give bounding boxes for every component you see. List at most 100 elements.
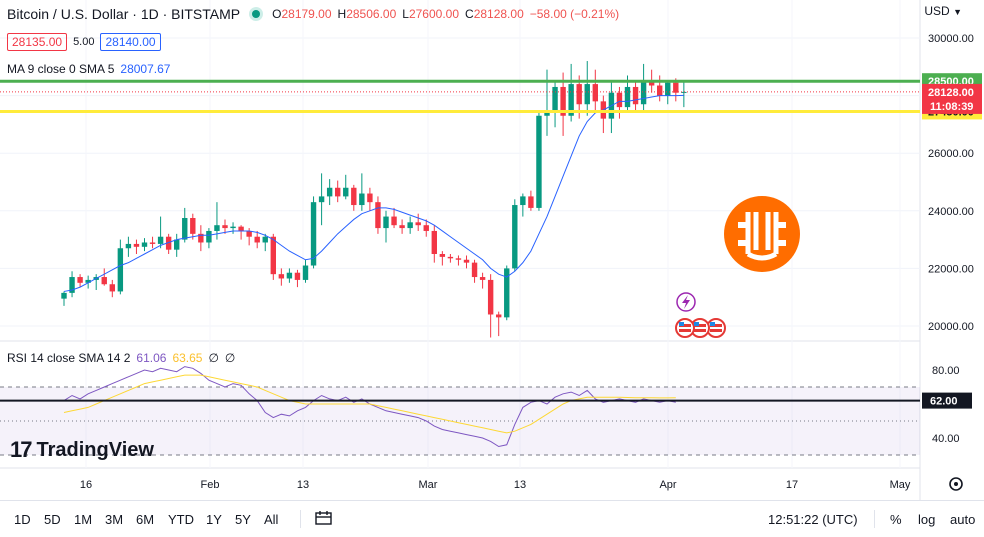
candle-body bbox=[576, 84, 582, 105]
range-6m-button[interactable]: 6M bbox=[136, 512, 155, 527]
candle-body bbox=[528, 196, 534, 208]
candle-body bbox=[157, 236, 164, 244]
candle-body bbox=[383, 216, 389, 229]
candle-body bbox=[463, 259, 470, 263]
toolbar-divider bbox=[874, 510, 875, 528]
chart-canvas[interactable]: 30000.0028000.0026000.0024000.0022000.00… bbox=[0, 0, 984, 500]
candle-body bbox=[326, 187, 333, 197]
candle-body bbox=[423, 225, 429, 231]
settings-gear-icon[interactable] bbox=[949, 477, 963, 491]
candle-body bbox=[447, 256, 454, 259]
candle-body bbox=[85, 279, 91, 283]
range-1m-button[interactable]: 1M bbox=[74, 512, 93, 527]
rsi-extra-2: ∅ bbox=[224, 351, 236, 365]
candle-body bbox=[359, 193, 365, 206]
candle-body bbox=[391, 216, 397, 226]
market-open-dot-icon bbox=[252, 10, 261, 18]
candle-body bbox=[117, 248, 124, 292]
candle-body bbox=[165, 236, 172, 250]
ma-legend[interactable]: MA 9 close 0 SMA 5 28007.67 bbox=[7, 62, 170, 76]
range-1y-button[interactable]: 1Y bbox=[206, 512, 222, 527]
candle-body bbox=[496, 314, 502, 318]
grid-layer bbox=[0, 0, 921, 500]
candle-body bbox=[294, 272, 301, 280]
candle-body bbox=[69, 277, 75, 293]
candle-body bbox=[439, 254, 446, 257]
price-tick-label: 26000.00 bbox=[928, 148, 974, 160]
candle-body bbox=[262, 236, 268, 243]
candle-body bbox=[632, 86, 639, 105]
time-tick-label: Mar bbox=[419, 479, 438, 491]
us-flag-events-icon[interactable] bbox=[675, 318, 726, 338]
ma-label: MA 9 close 0 SMA 5 bbox=[7, 62, 115, 76]
candle-body bbox=[206, 230, 212, 243]
range-5d-button[interactable]: 5D bbox=[44, 512, 61, 527]
candle-body bbox=[278, 274, 285, 279]
candle-body bbox=[310, 202, 317, 266]
lightning-event-icon[interactable] bbox=[676, 292, 696, 312]
tradingview-logo[interactable]: 17 TradingView bbox=[10, 437, 154, 463]
candle-body bbox=[665, 82, 671, 96]
rsi-legend[interactable]: RSI 14 close SMA 14 2 61.06 63.65 ∅ ∅ bbox=[7, 351, 235, 365]
candle-body bbox=[657, 85, 663, 96]
percent-scale-button[interactable]: % bbox=[890, 512, 902, 527]
time-tick-label: 13 bbox=[297, 479, 309, 491]
candle-body bbox=[471, 262, 478, 278]
bid-price-button[interactable]: 28135.00 bbox=[7, 33, 68, 51]
time-tick-label: Apr bbox=[659, 479, 676, 491]
range-3m-button[interactable]: 3M bbox=[105, 512, 124, 527]
sma-line bbox=[63, 94, 684, 292]
candle-body bbox=[407, 222, 413, 229]
auto-scale-button[interactable]: auto bbox=[950, 512, 976, 527]
rsi-label: RSI 14 close SMA 14 2 bbox=[7, 351, 131, 365]
bottom-toolbar: 1D 5D 1M 3M 6M YTD 1Y 5Y All 12:51:22 (U… bbox=[0, 500, 984, 537]
rsi-line-tag bbox=[922, 392, 972, 409]
open-value: 28179.00 bbox=[281, 7, 332, 21]
candle-body bbox=[254, 236, 260, 243]
ma-value: 28007.67 bbox=[120, 62, 171, 76]
ask-price-button[interactable]: 28140.00 bbox=[100, 33, 161, 51]
candle-body bbox=[568, 84, 574, 116]
candle-body bbox=[592, 84, 598, 102]
range-ytd-button[interactable]: YTD bbox=[168, 512, 194, 527]
candle-body bbox=[343, 187, 349, 197]
time-tick-label: 16 bbox=[80, 479, 92, 491]
price-tick-label: 30000.00 bbox=[928, 33, 974, 45]
candle-body bbox=[351, 187, 357, 206]
candle-body bbox=[504, 268, 510, 318]
candle-body bbox=[238, 226, 244, 231]
candle-body bbox=[61, 292, 67, 299]
candle-body bbox=[318, 196, 325, 203]
toolbar-divider bbox=[300, 510, 301, 528]
candle-body bbox=[520, 196, 526, 206]
rsi-tick-label: 80.00 bbox=[932, 365, 960, 377]
candle-body bbox=[624, 86, 631, 108]
price-pane bbox=[0, 61, 920, 338]
range-5y-button[interactable]: 5Y bbox=[235, 512, 251, 527]
candle-body bbox=[479, 277, 486, 280]
candle-body bbox=[512, 205, 518, 269]
time-tick-label: Feb bbox=[201, 479, 220, 491]
candle-body bbox=[640, 81, 647, 105]
time-tick-label: May bbox=[890, 479, 911, 491]
candle-body bbox=[141, 242, 148, 247]
candle-body bbox=[616, 92, 623, 108]
candle-body bbox=[415, 222, 421, 226]
utc-time[interactable]: 12:51:22 (UTC) bbox=[768, 512, 858, 527]
symbol-title[interactable]: Bitcoin / U.S. Dollar · 1D · BITSTAMP bbox=[7, 6, 241, 22]
range-1d-button[interactable]: 1D bbox=[14, 512, 31, 527]
range-all-button[interactable]: All bbox=[264, 512, 279, 527]
x-axis: 16 Feb 13 Mar 13 Apr 17 May bbox=[80, 479, 911, 491]
time-tick-label: 13 bbox=[514, 479, 526, 491]
tradingview-logo-text: TradingView bbox=[36, 438, 154, 461]
log-scale-button[interactable]: log bbox=[918, 512, 936, 527]
candle-body bbox=[149, 242, 156, 244]
date-range-calendar-icon[interactable] bbox=[315, 510, 333, 531]
candle-body bbox=[77, 277, 83, 283]
rsi-value: 61.06 bbox=[136, 351, 167, 365]
candle-body bbox=[560, 86, 566, 116]
currency-selector[interactable]: USD ▼ bbox=[924, 4, 962, 18]
candle-body bbox=[174, 239, 180, 250]
candle-body bbox=[648, 81, 655, 86]
